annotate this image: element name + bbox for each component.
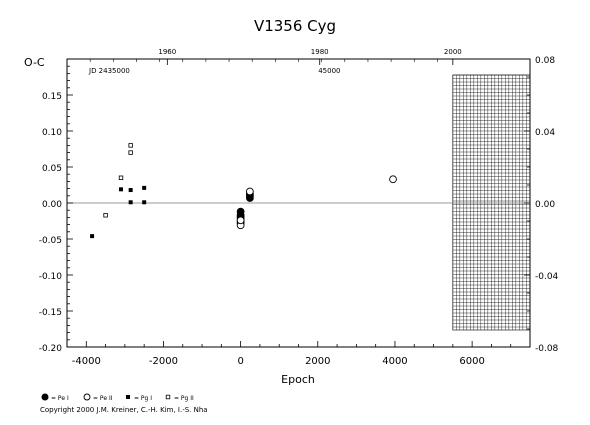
point-pg-i [142,185,147,190]
y2-tick-label: 0.00 [535,200,555,210]
legend-marker [83,393,91,401]
point-pg-ii [128,143,133,148]
legend-label: = Pg II [174,395,194,402]
x-tick-label: -2000 [149,356,178,367]
legend-label: = Pe I [51,395,69,402]
top-year-label: 1980 [311,48,329,56]
point-pg-i [90,234,95,239]
x-tick-label: 4000 [382,356,407,367]
y-tick-label: -0.20 [39,344,63,354]
y-tick-label: -0.10 [39,272,63,282]
top-jd-label: JD 2435000 [88,67,130,75]
point-pe-ii [246,187,254,196]
copyright-text: Copyright 2000 J.M. Kreiner, C.-H. Kim, … [40,406,208,414]
top-year-label: 1960 [158,48,176,56]
x-tick-label: -4000 [72,356,101,367]
y2-tick-label: 0.04 [535,128,555,138]
data-points [90,143,397,239]
y2-tick-label: -0.08 [535,344,559,354]
x-tick-label: 6000 [459,356,484,367]
legend: = Pe I = Pe II = Pg I = Pg II [41,393,194,402]
legend-label: = Pg I [134,395,152,402]
legend-marker [41,393,49,401]
legend-label: = Pe II [93,395,113,402]
point-pg-i [128,188,133,193]
legend-marker [126,395,130,399]
axes: -4000 -2000 0 2000 4000 6000 -0.20 -0.15 -0.10 -0… [39,48,559,367]
y2-tick-label: 0.08 [535,56,555,66]
point-pg-i [119,187,124,192]
y-tick-label: -0.15 [39,308,62,318]
top-year-label: 2000 [444,48,462,56]
y-tick-label: 0.10 [42,128,62,138]
x-tick-label: 0 [237,356,243,367]
point-pe-ii [389,175,397,184]
y-tick-label: 0.00 [42,200,62,210]
x-axis-label: Epoch [281,373,315,386]
y-tick-label: 0.15 [42,92,62,102]
legend-marker [165,394,171,400]
point-pg-i [142,200,147,205]
x-tick-label: 2000 [305,356,330,367]
point-pg-ii [103,213,108,218]
y-axis-label: O-C [24,56,45,69]
no-data-hatched-region [452,74,531,331]
point-pe-ii [236,216,245,225]
y2-tick-label: -0.04 [535,272,559,282]
y-tick-label: 0.05 [42,164,62,174]
y-tick-label: -0.05 [39,236,62,246]
point-pg-i [128,200,133,205]
point-pg-ii [118,175,124,180]
chart-title: V1356 Cyg [254,17,336,35]
point-pg-ii [128,150,133,155]
top-jd-label: 45000 [318,67,340,75]
